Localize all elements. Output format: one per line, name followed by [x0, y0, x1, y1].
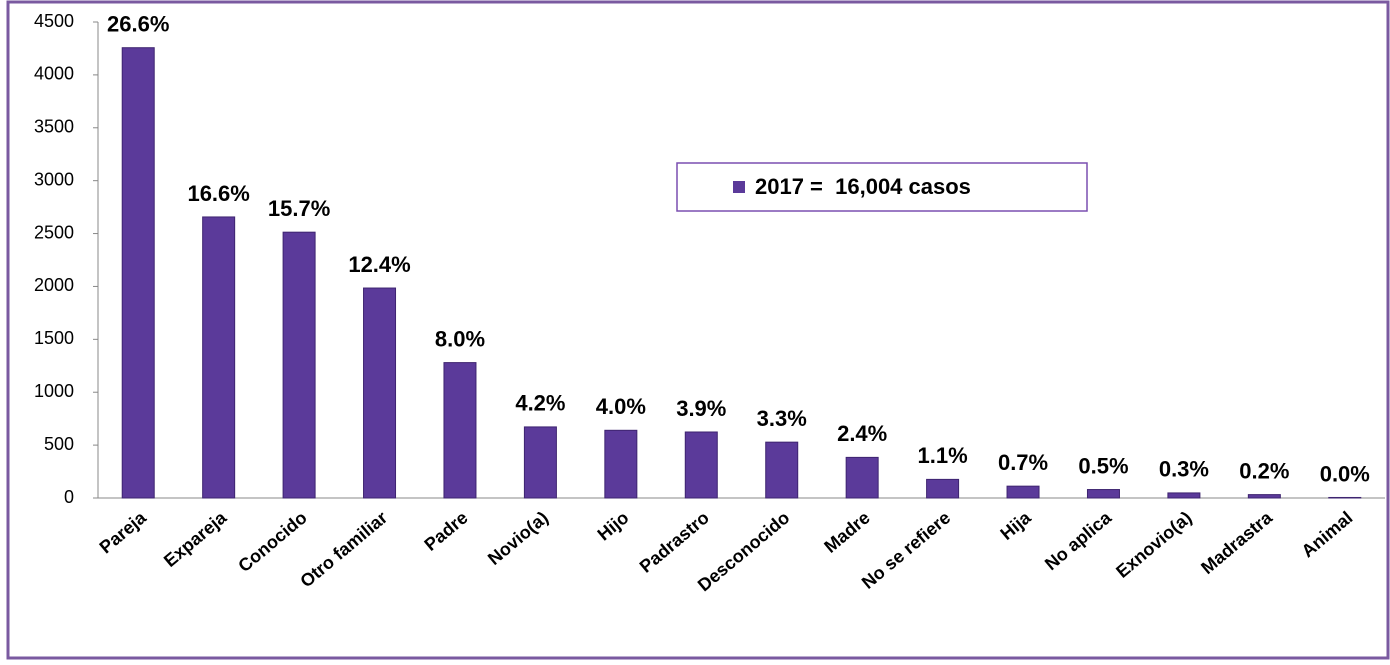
- value-label: 3.9%: [676, 396, 726, 421]
- x-tick-label: Conocido: [234, 507, 310, 576]
- value-label: 1.1%: [918, 443, 968, 468]
- y-tick-label: 500: [44, 434, 74, 454]
- value-label: 3.3%: [757, 406, 807, 431]
- bar: [363, 287, 397, 499]
- bar: [845, 456, 879, 499]
- x-tick-label: Hija: [997, 507, 1036, 544]
- x-tick-label: Madrastra: [1197, 507, 1277, 578]
- x-tick-label: Novio(a): [484, 507, 552, 569]
- y-tick-label: 3000: [34, 169, 74, 189]
- y-tick-label: 2000: [34, 275, 74, 295]
- value-label: 0.5%: [1078, 453, 1128, 478]
- value-label: 0.7%: [998, 450, 1048, 475]
- x-tick-label: Otro familiar: [296, 507, 391, 591]
- x-tick-label: Pareja: [96, 507, 151, 558]
- x-tick-label: No aplica: [1041, 507, 1116, 574]
- legend-marker: [733, 181, 745, 193]
- bar: [684, 431, 718, 499]
- x-tick-label: Animal: [1298, 507, 1357, 561]
- x-tick-label: Expareja: [160, 507, 231, 571]
- bar: [1167, 492, 1201, 499]
- bar: [1328, 496, 1362, 499]
- x-tick-label: Exnovio(a): [1112, 507, 1195, 581]
- value-label: 4.2%: [515, 391, 565, 416]
- x-tick-label: No se refiere: [858, 507, 954, 592]
- value-label: 0.2%: [1239, 458, 1289, 483]
- bar: [1006, 485, 1040, 499]
- value-label: 0.3%: [1159, 457, 1209, 482]
- y-tick-label: 1000: [34, 381, 74, 401]
- bar: [1086, 489, 1120, 499]
- y-tick-label: 0: [64, 487, 74, 507]
- x-tick-label: Padrastro: [636, 507, 713, 576]
- x-tick-label: Padre: [420, 507, 471, 554]
- x-tick-label: Madre: [820, 507, 873, 556]
- bar: [765, 441, 799, 499]
- value-label: 15.7%: [268, 196, 330, 221]
- value-label: 8.0%: [435, 326, 485, 351]
- legend-label: 2017 = 16,004 casos: [755, 174, 971, 199]
- bar: [202, 216, 236, 499]
- value-label: 26.6%: [107, 12, 169, 37]
- bar: [121, 47, 155, 499]
- y-tick-label: 1500: [34, 328, 74, 348]
- value-label: 16.6%: [187, 181, 249, 206]
- legend-box: [676, 162, 1088, 212]
- y-tick-label: 4500: [34, 11, 74, 31]
- bar: [443, 362, 477, 499]
- frame: [6, 0, 1390, 660]
- value-label: 2.4%: [837, 421, 887, 446]
- x-tick-label: Hijo: [594, 507, 633, 544]
- y-tick-label: 3500: [34, 117, 74, 137]
- bar: [926, 478, 960, 499]
- bar: [1247, 494, 1281, 499]
- bar: [282, 231, 316, 499]
- y-tick-label: 2500: [34, 222, 74, 242]
- value-label: 4.0%: [596, 394, 646, 419]
- value-label: 0.0%: [1320, 461, 1370, 486]
- bar: [604, 429, 638, 499]
- y-tick-label: 4000: [34, 64, 74, 84]
- value-label: 12.4%: [348, 252, 410, 277]
- legend: 2017 = 16,004 casos: [676, 162, 1088, 212]
- bar: [523, 426, 557, 499]
